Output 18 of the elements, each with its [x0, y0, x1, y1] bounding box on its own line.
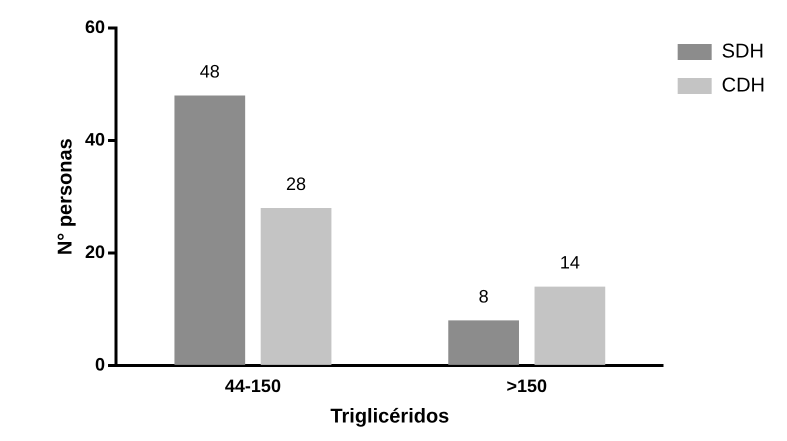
y-axis-title: N° personas	[54, 138, 77, 256]
data-label: 28	[286, 174, 306, 194]
y-tick-label: 60	[84, 16, 106, 37]
bar	[534, 286, 606, 365]
bar	[260, 208, 332, 365]
y-tick-label: 20	[84, 242, 106, 262]
y-tick-label: 0	[95, 354, 106, 374]
legend-label: CDH	[722, 74, 766, 97]
x-axis-title: Triglicéridos	[330, 406, 450, 428]
x-tick-label: >150	[506, 376, 548, 396]
y-tick-label: 40	[84, 129, 106, 150]
legend-label: SDH	[722, 40, 764, 63]
x-tick-label: 44-150	[224, 376, 281, 396]
data-label: 8	[478, 286, 489, 306]
bar	[174, 95, 246, 365]
bar	[448, 320, 519, 365]
data-label: 14	[560, 252, 580, 273]
data-label: 48	[200, 61, 220, 82]
